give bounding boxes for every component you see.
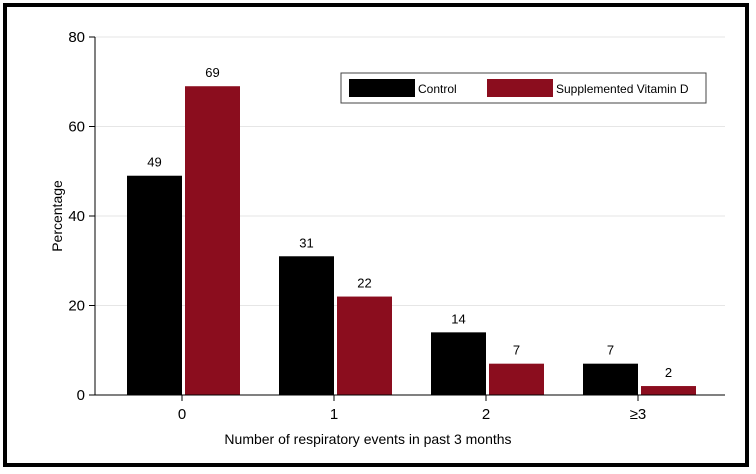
x-tick-label: 0 xyxy=(178,406,186,423)
x-axis-title: Number of respiratory events in past 3 m… xyxy=(224,431,511,447)
bar-vitamin-d-2 xyxy=(489,363,544,395)
y-tick-label: 80 xyxy=(68,29,85,46)
bar-vitamin-d-1 xyxy=(337,296,392,395)
y-axis-title: Percentage xyxy=(49,180,65,252)
data-label-vitamin-d-1: 22 xyxy=(357,276,371,291)
y-tick-label: 20 xyxy=(68,298,85,315)
data-labels: 49 69 31 22 14 7 7 2 xyxy=(147,65,672,380)
data-label-control-3: 7 xyxy=(607,343,614,358)
legend-label-vitamin-d: Supplemented Vitamin D xyxy=(556,82,689,96)
bar-control-2 xyxy=(431,332,486,395)
bar-control-0 xyxy=(127,175,182,395)
x-tick-label: ≥3 xyxy=(630,406,647,423)
data-label-control-0: 49 xyxy=(147,155,161,170)
legend-swatch-vitamin-d xyxy=(487,79,553,97)
bar-vitamin-d-0 xyxy=(185,86,240,395)
legend-swatch-control xyxy=(349,79,415,97)
x-tick-label: 1 xyxy=(330,406,338,423)
data-label-control-1: 31 xyxy=(299,235,313,250)
data-label-vitamin-d-3: 2 xyxy=(665,365,672,380)
bar-vitamin-d-3 xyxy=(641,386,696,395)
y-ticks: 0 20 40 60 80 xyxy=(68,29,95,404)
data-label-vitamin-d-0: 69 xyxy=(205,65,219,80)
bar-control-1 xyxy=(279,256,334,395)
bars xyxy=(127,86,696,395)
data-label-control-2: 14 xyxy=(451,311,465,326)
y-tick-label: 40 xyxy=(68,208,85,225)
y-tick-label: 0 xyxy=(77,387,85,404)
y-tick-label: 60 xyxy=(68,119,85,136)
x-tick-label: 2 xyxy=(482,406,490,423)
data-label-vitamin-d-2: 7 xyxy=(513,343,520,358)
bar-control-3 xyxy=(583,363,638,395)
x-ticks: 0 1 2 ≥3 xyxy=(178,395,646,423)
legend-label-control: Control xyxy=(418,82,457,96)
legend: Control Supplemented Vitamin D xyxy=(340,72,707,104)
